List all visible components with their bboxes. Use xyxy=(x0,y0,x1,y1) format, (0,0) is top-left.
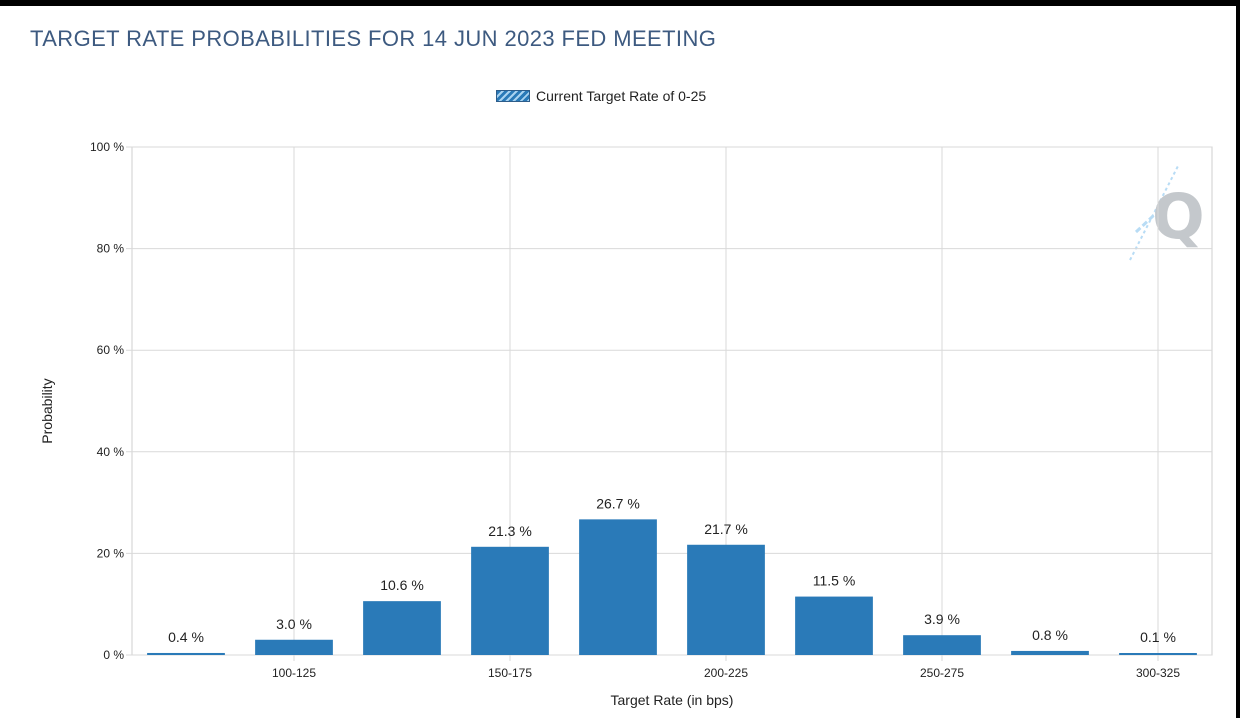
y-axis-ticks: 0 % 20 % 40 % 60 % 80 % 100 % xyxy=(90,140,124,662)
bar-value-label: 10.6 % xyxy=(380,577,424,593)
x-tick-label: 150-175 xyxy=(488,666,532,680)
x-tick-label: 200-225 xyxy=(704,666,748,680)
bar-100-125[interactable] xyxy=(255,639,333,655)
bar-value-label: 21.3 % xyxy=(488,523,532,539)
bar-250-275[interactable] xyxy=(903,635,981,655)
bar-175-200[interactable] xyxy=(579,519,657,655)
bar-75-100[interactable] xyxy=(147,652,225,655)
bar-300-325[interactable] xyxy=(1119,653,1197,655)
bar-value-label: 0.1 % xyxy=(1140,629,1176,645)
y-tick-label: 80 % xyxy=(97,242,125,256)
bar-125-150[interactable] xyxy=(363,601,441,655)
y-tick-label: 40 % xyxy=(97,445,125,459)
chart-legend[interactable]: Current Target Rate of 0-25 xyxy=(496,88,706,104)
bar-275-300[interactable] xyxy=(1011,650,1089,655)
bar-value-label: 11.5 % xyxy=(813,573,856,589)
x-axis-title: Target Rate (in bps) xyxy=(611,692,734,708)
y-tick-label: 100 % xyxy=(90,140,124,154)
x-axis-ticks: 100-125 150-175 200-225 250-275 300-325 xyxy=(272,666,1180,680)
y-tick-label: 0 % xyxy=(103,648,124,662)
legend-label: Current Target Rate of 0-25 xyxy=(536,88,707,104)
bars xyxy=(147,519,1197,655)
bar-150-175[interactable] xyxy=(471,546,549,655)
y-tick-label: 60 % xyxy=(97,343,125,357)
watermark-letter: Q xyxy=(1152,180,1205,253)
x-tick-label: 300-325 xyxy=(1136,666,1180,680)
bar-225-250[interactable] xyxy=(795,596,873,655)
grid-lines xyxy=(126,146,1213,661)
chart-title: TARGET RATE PROBABILITIES FOR 14 JUN 202… xyxy=(30,26,717,51)
cme-q-watermark-icon: Q xyxy=(1129,165,1205,261)
x-tick-label: 250-275 xyxy=(920,666,964,680)
bar-value-label: 3.9 % xyxy=(924,611,960,627)
data-labels: 0.4 % 3.0 % 10.6 % 21.3 % 26.7 % 21.7 % 11.5 %… xyxy=(168,495,1176,645)
y-axis-title: Probability xyxy=(39,378,55,443)
bar-value-label: 26.7 % xyxy=(596,495,640,511)
bar-value-label: 0.4 % xyxy=(168,629,204,645)
legend-swatch xyxy=(496,90,530,102)
x-tick-label: 100-125 xyxy=(272,666,316,680)
bar-200-225[interactable] xyxy=(687,544,765,655)
y-tick-label: 20 % xyxy=(97,546,125,560)
bar-value-label: 0.8 % xyxy=(1032,627,1068,643)
bar-value-label: 21.7 % xyxy=(704,521,748,537)
bar-value-label: 3.0 % xyxy=(276,616,312,632)
